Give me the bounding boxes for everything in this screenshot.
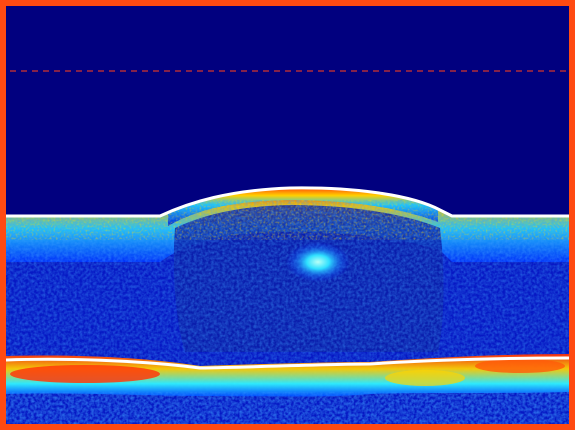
bottom-hot-segment-right: [475, 359, 565, 373]
lesion-dome-rim: [168, 187, 438, 226]
bottom-hot-segment-left: [10, 365, 160, 383]
deep-speckle: [6, 392, 569, 430]
bottom-boundary-line: [5, 356, 570, 370]
central-bright-spot: [286, 242, 350, 282]
surface-boundary-line: [6, 186, 569, 218]
surface-warm-speckle: [6, 200, 569, 240]
bottom-warm-segment-mid: [385, 370, 465, 386]
